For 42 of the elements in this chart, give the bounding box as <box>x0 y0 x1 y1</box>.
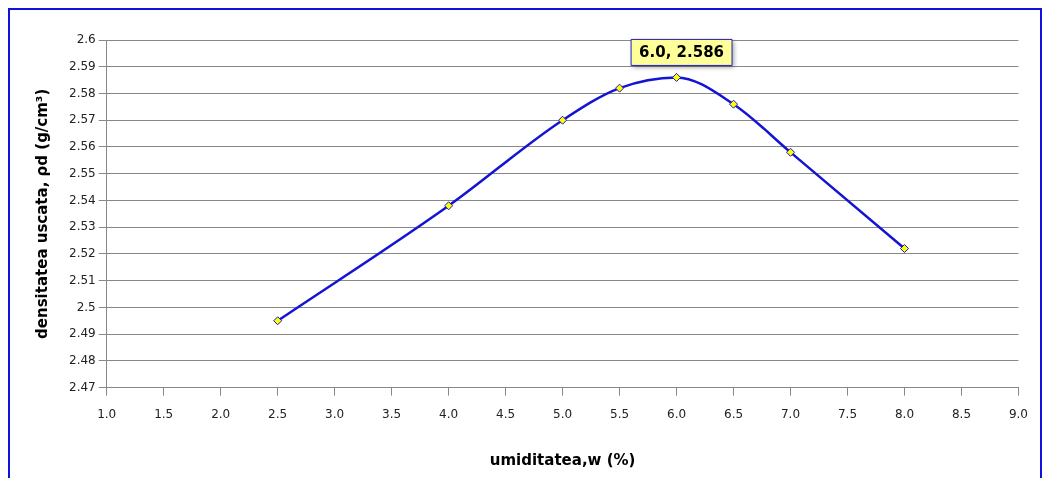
x-tick-label: 4.5 <box>496 406 516 421</box>
point <box>899 244 909 254</box>
y-tick-label: 2.6 <box>76 32 96 47</box>
y-tick-label: 2.52 <box>69 246 96 261</box>
point <box>273 316 283 326</box>
point <box>672 72 682 82</box>
x-tick-label: 3.0 <box>325 406 345 421</box>
x-tick-label: 5.0 <box>553 406 573 421</box>
point <box>615 83 625 93</box>
y-tick-label: 2.51 <box>69 272 96 287</box>
y-tick-label: 2.54 <box>69 192 96 207</box>
x-tick-label: 6.5 <box>723 406 744 421</box>
x-tick-label: 4.0 <box>439 406 459 421</box>
y-tick-label: 2.47 <box>69 379 96 394</box>
y-tick-label: 2.57 <box>69 112 96 127</box>
y-tick-label: 2.5 <box>76 299 96 314</box>
x-tick-label: 2.5 <box>268 406 288 421</box>
y-tick-label: 2.48 <box>69 352 96 367</box>
x-tick-label: 3.5 <box>382 406 402 421</box>
x-tick-label: 9.0 <box>1008 406 1028 421</box>
point <box>558 115 568 125</box>
y-tick-label: 2.49 <box>69 326 96 341</box>
x-tick-label: 7.0 <box>780 406 801 421</box>
x-tick-label: 6.0 <box>667 406 687 421</box>
y-tick-label: 2.55 <box>69 165 96 180</box>
y-tick-label: 2.58 <box>69 85 96 100</box>
x-tick-label: 8.0 <box>894 406 915 421</box>
x-tick-label: 8.5 <box>951 406 972 421</box>
y-axis-title: densitatea uscata, ρd (g/cm³) <box>32 88 51 339</box>
point <box>444 201 454 211</box>
y-tick-label: 2.53 <box>69 219 96 234</box>
point <box>786 147 796 157</box>
point <box>729 99 739 109</box>
x-tick-label: 7.5 <box>837 406 858 421</box>
x-tick-label: 1.5 <box>154 406 174 421</box>
y-tick-label: 2.56 <box>69 139 96 154</box>
x-tick-label: 2.0 <box>211 406 231 421</box>
x-tick-label: 5.5 <box>610 406 630 421</box>
x-axis-title: umiditatea,w (%) <box>489 450 636 469</box>
x-tick-label: 1.0 <box>97 406 117 421</box>
y-tick-label: 2.59 <box>69 58 96 73</box>
annotation: 6.0, 2.586 <box>639 43 725 62</box>
